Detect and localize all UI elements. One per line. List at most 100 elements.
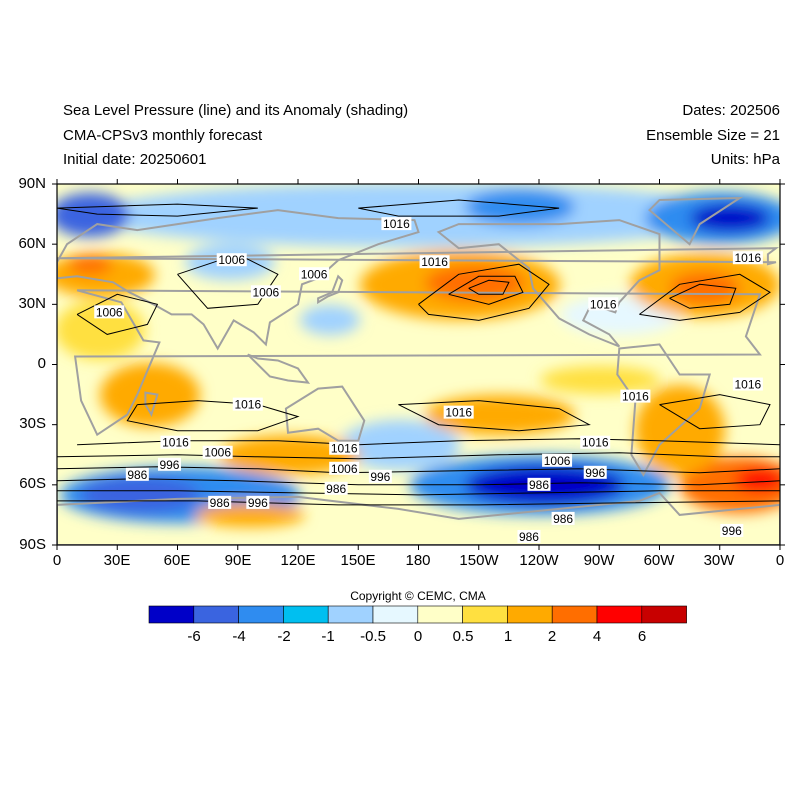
lon-tick-label: 150W [459,552,499,569]
colorbar-swatch [417,605,463,624]
lon-tick-label: 90E [224,552,252,569]
info-line-units: Units: hPa [710,151,780,168]
lon-tick-label: 0 [775,552,785,569]
contour-label: 1006 [301,267,328,281]
lon-tick-label: 90W [583,552,615,569]
colorbar-label: 4 [592,628,602,645]
lon-tick-label: 0 [52,552,62,569]
info-line-dates: Dates: 202506 [682,102,780,119]
contour-label-bg [329,461,360,475]
contour-label: 996 [370,470,390,484]
contour-label-bg [250,285,281,299]
slp-contour-line [57,203,258,217]
contour-label-bg [216,253,247,267]
contour-label: 986 [529,478,549,492]
contour-label-bg [542,453,573,467]
colorbar-label: -4 [232,628,246,645]
lon-tick-label: 180 [405,552,431,569]
colorbar-swatch [507,605,553,624]
colorbar-label: -6 [187,628,201,645]
slp-contour-line [358,199,560,217]
contour-label-bg [443,405,474,419]
antarctic-high-anomaly [195,503,305,527]
contour-label-bg [160,435,191,449]
lon-tick-label: 120W [519,552,559,569]
contour-label: 1016 [383,217,410,231]
colorbar-swatch [596,605,643,624]
contour-label: 1016 [162,436,189,450]
colorbar-label: 0 [413,628,423,645]
canada-strong-low-anomaly [690,204,770,232]
colorbar-swatch [238,605,284,624]
south-pacific-weak-negative-anomaly [340,420,460,470]
lat-tick-label: 30S [19,415,46,432]
contour-label: 986 [519,530,539,544]
contour-label: 1006 [218,253,245,267]
slp-contour-line [468,279,510,295]
colorbar-label: 6 [637,628,647,645]
contour-label-bg [381,217,412,231]
coastline-japan [317,274,344,305]
info-line-ensemble: Ensemble Size = 21 [646,127,780,144]
contour-label: 1016 [421,255,448,269]
map-area: 1016 1006 1006 1006 1016 1006 1016 1016 1016 1016… [57,184,780,545]
contour-label-bg [232,397,263,411]
contour-label-bg [517,529,541,543]
lon-tick-label: 60W [643,552,675,569]
lat-tick-label: 0 [37,355,46,372]
tropical-pacific-weak-high-anomaly [540,366,660,394]
title-line-3: Initial date: 20250601 [63,151,207,168]
contour-label: 1006 [331,462,358,476]
contour-label-bg [583,465,607,479]
title-line-2: CMA-CPSv3 monthly forecast [63,127,263,144]
contour-label: 1016 [582,436,609,450]
contour-label: 1016 [331,442,358,456]
title-line-1: Sea Level Pressure (line) and its Anomal… [63,102,409,119]
contour-label-bg [329,441,360,455]
slp-contour-line [669,283,737,309]
colorbar-label: 2 [547,628,557,645]
contour-labels: 1016 1006 1006 1006 1016 1006 1016 1016 1016 1016… [94,217,763,544]
contour-label: 1006 [204,446,231,460]
contour-label: 1016 [445,406,472,420]
colorbar-swatch [283,605,329,624]
axis-ticks [52,179,785,550]
contour-label: 996 [585,466,605,480]
south-pacific-high-anomaly [425,395,575,435]
slp-contour-line [659,394,771,430]
contour-label: 1006 [253,285,280,299]
colorbar-swatch [193,605,239,624]
europe-strong-high-anomaly [68,255,112,275]
lon-tick-label: 60E [163,552,191,569]
contour-label: 1006 [544,454,571,468]
colorbar-label: 0.5 [452,628,474,645]
slp-contour-line [448,275,524,305]
lon-tick-label: 120E [280,552,316,569]
slp-contour-line [398,400,591,432]
coastline-britain [57,247,780,266]
contour-label-bg [419,255,450,269]
slp-contour-line [76,293,159,335]
coastline-australia [284,385,366,442]
contour-label: 1016 [622,390,649,404]
contour-label-bg [368,469,392,483]
south-atlantic-strong-high-anomaly [735,468,780,492]
coastline-eurasia [57,209,420,351]
north-atlantic-strong-high-anomaly [670,272,740,304]
south-indian-high-anomaly [220,435,360,475]
indian-ocean-high-anomaly [100,363,200,427]
contour-label: 1006 [96,305,123,319]
south-america-high-anomaly [635,385,725,475]
coastline-madagascar [144,391,159,418]
copyright-notice: Copyright © CEMC, CMA [350,589,486,603]
lon-tick-label: 30E [103,552,131,569]
slp-contour-line [57,490,780,496]
contour-label: 986 [127,468,147,482]
colorbar-swatch [327,605,374,624]
lat-tick-label: 30N [18,295,46,312]
slp-contour-line [126,400,300,432]
coastlines [57,196,780,545]
contour-label: 1016 [735,251,762,265]
coastline-antarctica [57,491,780,545]
contour-label-bg [551,511,575,525]
